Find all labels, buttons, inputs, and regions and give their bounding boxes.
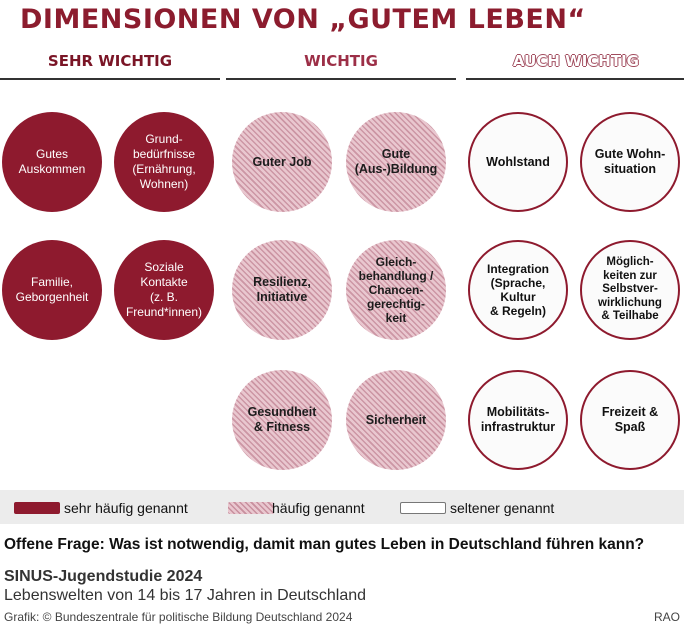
column-heading-auch-wichtig: AUCH WICHTIG bbox=[513, 52, 639, 70]
circle-gute-bildung: Gute (Aus-)Bildung bbox=[346, 112, 446, 212]
circle-integration: Integration (Sprache, Kultur & Regeln) bbox=[468, 240, 568, 340]
circle-label: Freizeit & Spaß bbox=[601, 405, 659, 434]
circle-label: Familie, Geborgenheit bbox=[15, 275, 89, 304]
circle-gleichbehandlung: Gleich- behandlung / Chancen- gerechtig-… bbox=[346, 240, 446, 340]
circle-label: Gute (Aus-)Bildung bbox=[354, 147, 438, 176]
column-divider-2 bbox=[226, 78, 456, 80]
circle-label: Möglich- keiten zur Selbstver- wirklichu… bbox=[598, 256, 662, 323]
legend-swatch-haeufig bbox=[228, 502, 274, 514]
circle-soziale-kontakte: Soziale Kontakte (z. B. Freund*innen) bbox=[114, 240, 214, 340]
survey-question: Offene Frage: Was ist notwendig, damit m… bbox=[4, 536, 645, 553]
circle-label: Mobilitäts- infrastruktur bbox=[480, 405, 556, 434]
circle-mobilitaet: Mobilitäts- infrastruktur bbox=[468, 370, 568, 470]
circle-gutes-auskommen: Gutes Auskommen bbox=[2, 112, 102, 212]
study-name: SINUS-Jugendstudie 2024 bbox=[4, 568, 203, 585]
column-divider-1 bbox=[0, 78, 220, 80]
circle-grundbeduerfnisse: Grund- bedürfnisse (Ernährung, Wohnen) bbox=[114, 112, 214, 212]
circle-wohlstand: Wohlstand bbox=[468, 112, 568, 212]
agency-label: RAO bbox=[653, 610, 680, 624]
legend-label-sehr-haeufig: sehr häufig genannt bbox=[64, 500, 188, 516]
circle-label: Guter Job bbox=[252, 154, 312, 169]
legend-swatch-sehr-haeufig bbox=[14, 502, 60, 514]
legend bbox=[0, 490, 684, 524]
column-divider-3 bbox=[466, 78, 684, 80]
circle-label: Grund- bedürfnisse (Ernährung, Wohnen) bbox=[132, 132, 196, 191]
circle-label: Gesundheit & Fitness bbox=[247, 405, 317, 434]
circle-resilienz: Resilienz, Initiative bbox=[232, 240, 332, 340]
study-subtitle: Lebenswelten von 14 bis 17 Jahren in Deu… bbox=[4, 587, 367, 604]
circle-label: Gleich- behandlung / Chancen- gerechtig-… bbox=[358, 255, 434, 325]
circle-sicherheit: Sicherheit bbox=[346, 370, 446, 470]
circle-label: Gutes Auskommen bbox=[18, 147, 86, 176]
circle-label: Wohlstand bbox=[486, 154, 550, 169]
circle-selbstverwirklichung: Möglich- keiten zur Selbstver- wirklichu… bbox=[580, 240, 680, 340]
column-heading-wichtig: WICHTIG bbox=[304, 52, 378, 70]
circle-label: Integration (Sprache, Kultur & Regeln) bbox=[487, 262, 549, 318]
legend-label-seltener: seltener genannt bbox=[450, 500, 555, 516]
legend-swatch-seltener bbox=[400, 502, 446, 514]
circle-guter-job: Guter Job bbox=[232, 112, 332, 212]
column-heading-sehr-wichtig: SEHR WICHTIG bbox=[47, 52, 173, 70]
circle-wohnsituation: Gute Wohn- situation bbox=[580, 112, 680, 212]
page-title: DIMENSIONEN VON „GUTEM LEBEN“ bbox=[20, 4, 586, 35]
legend-label-haeufig: häufig genannt bbox=[272, 500, 365, 516]
circle-familie: Familie, Geborgenheit bbox=[2, 240, 102, 340]
circle-label: Soziale Kontakte (z. B. Freund*innen) bbox=[125, 260, 203, 319]
circle-freizeit: Freizeit & Spaß bbox=[580, 370, 680, 470]
circle-label: Gute Wohn- situation bbox=[594, 147, 666, 176]
circle-gesundheit: Gesundheit & Fitness bbox=[232, 370, 332, 470]
credit-line: Grafik: © Bundeszentrale für politische … bbox=[4, 610, 353, 624]
circle-label: Sicherheit bbox=[365, 412, 427, 427]
circle-label: Resilienz, Initiative bbox=[253, 275, 311, 304]
